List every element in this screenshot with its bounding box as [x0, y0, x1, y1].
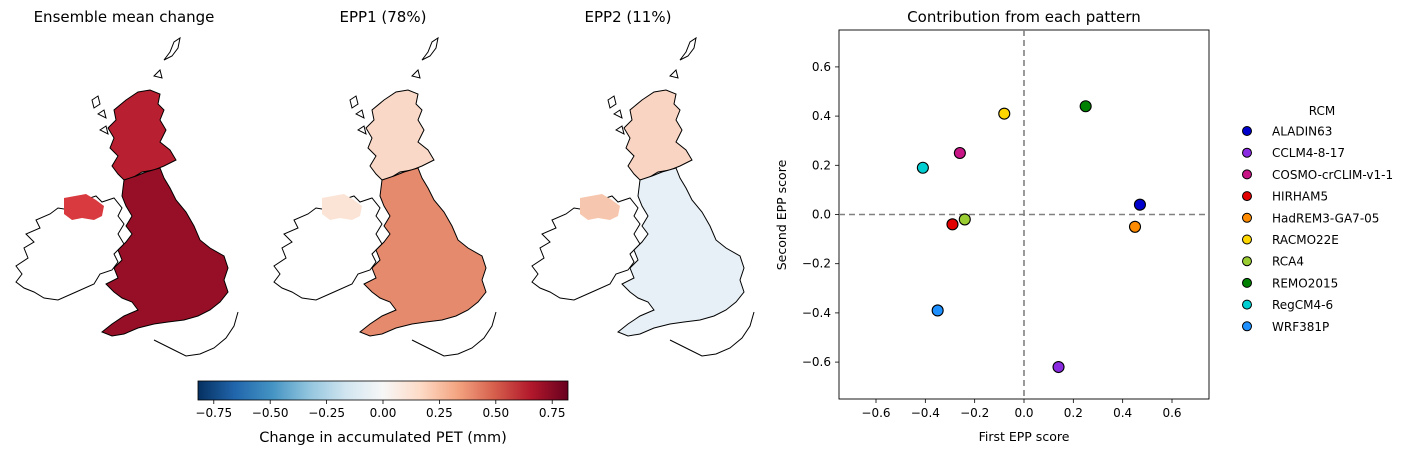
map-ireland [531, 195, 641, 301]
map-england-wales [617, 167, 745, 337]
map-uk [15, 36, 239, 357]
map-france-coast [153, 311, 239, 357]
map-france-coast [669, 311, 755, 357]
map-islands [607, 36, 697, 135]
x-tick-label: 0.4 [1113, 406, 1132, 420]
map-panel-epp2: EPP2 (11%) [531, 8, 755, 357]
map-islands [91, 36, 181, 135]
x-tick-label: −0.4 [911, 406, 940, 420]
colorbar-tick-label: 0.00 [370, 406, 397, 420]
point-cosmo-crclim-v1-1 [953, 146, 966, 160]
legend-label: COSMO-crCLIM-v1-1 [1272, 168, 1393, 182]
map-northern-ireland [322, 194, 362, 220]
legend-label: CCLM4-8-17 [1272, 146, 1345, 160]
legend-marker [1242, 212, 1252, 223]
map-france-coast [411, 311, 497, 357]
colorbar-tick-label: −0.50 [252, 406, 289, 420]
legend-title: RCM [1309, 104, 1335, 118]
legend-label: RegCM4-6 [1272, 298, 1333, 312]
scatter-points [916, 100, 1146, 374]
map-title-epp2: EPP2 (11%) [585, 8, 672, 26]
legend-label: RACMO22E [1272, 233, 1339, 247]
y-tick-label: 0.6 [812, 60, 831, 74]
legend: RCM ALADIN63 CCLM4-8-17 COSMO-crCLIM-v1-1 H… [1242, 104, 1393, 334]
point-remo2015 [1079, 100, 1092, 113]
colorbar-tick-label: 0.25 [426, 406, 453, 420]
legend-marker [1242, 147, 1252, 158]
y-tick-label: −0.2 [802, 257, 831, 271]
colorbar-tick-label: −0.25 [308, 406, 345, 420]
x-tick-label: −0.2 [960, 406, 989, 420]
point-cclm4-8-17 [1052, 360, 1065, 374]
point-racmo22e [998, 107, 1011, 120]
legend-marker [1242, 277, 1252, 288]
colorbar: −0.75 −0.50 −0.25 0.00 0.25 0.50 0.75 Change i… [195, 380, 569, 446]
x-tick-label: 0.2 [1064, 406, 1083, 420]
x-axis-label: First EPP score [979, 429, 1070, 444]
point-wrf381p [931, 304, 944, 317]
scatter-title: Contribution from each pattern [907, 8, 1141, 26]
y-axis-ticks: −0.6 −0.4 −0.2 0.0 0.2 0.4 0.6 [802, 60, 839, 369]
colorbar-tick-label: 0.50 [482, 406, 509, 420]
legend-marker [1242, 234, 1252, 245]
legend-label: WRF381P [1272, 320, 1329, 334]
point-hadrem3-ga7-05 [1128, 220, 1142, 233]
legend-label: HIRHAM5 [1272, 190, 1328, 204]
map-panel-ensemble-mean: Ensemble mean change [15, 8, 239, 357]
map-england-wales [101, 167, 229, 337]
map-scotland [623, 89, 693, 181]
colorbar-label: Change in accumulated PET (mm) [259, 430, 507, 446]
colorbar-gradient [197, 380, 569, 401]
legend-label: ALADIN63 [1272, 125, 1332, 139]
map-ireland [273, 195, 383, 301]
map-title-epp1: EPP1 (78%) [340, 8, 427, 26]
map-uk [531, 36, 755, 357]
y-tick-label: −0.6 [802, 355, 831, 369]
point-aladin63 [1133, 198, 1146, 211]
map-england-wales [359, 167, 487, 337]
legend-marker [1242, 321, 1252, 332]
legend-marker [1242, 126, 1252, 136]
colorbar-tick-label: 0.75 [539, 406, 566, 420]
legend-items: ALADIN63 CCLM4-8-17 COSMO-crCLIM-v1-1 HIRHA… [1242, 125, 1393, 334]
y-tick-label: 0.0 [812, 208, 831, 222]
legend-marker [1242, 299, 1252, 310]
map-ireland [15, 195, 125, 301]
map-northern-ireland [64, 194, 104, 220]
map-uk [273, 36, 497, 357]
map-islands [349, 36, 439, 135]
x-tick-label: 0.6 [1162, 406, 1181, 420]
point-rca4 [958, 213, 971, 226]
legend-label: HadREM3-GA7-05 [1272, 211, 1379, 225]
x-tick-label: −0.6 [861, 406, 890, 420]
map-scotland [107, 89, 177, 181]
map-northern-ireland [580, 194, 620, 220]
legend-marker [1242, 191, 1252, 202]
legend-label: RCA4 [1272, 255, 1304, 269]
map-title-ensemble-mean: Ensemble mean change [34, 8, 215, 26]
point-regcm4-6 [916, 161, 929, 174]
y-axis-label: Second EPP score [774, 159, 789, 270]
map-scotland [365, 89, 435, 181]
colorbar-ticks: −0.75 −0.50 −0.25 0.00 0.25 0.50 0.75 [195, 400, 566, 420]
x-tick-label: 0.0 [1014, 406, 1033, 420]
scatter-panel: Contribution from each pattern −0.6 −0.4−… [774, 8, 1210, 444]
legend-marker [1242, 169, 1252, 180]
point-hirham5 [946, 218, 959, 231]
y-tick-label: −0.4 [802, 306, 831, 320]
x-axis-ticks: −0.6 −0.4 −0.2 0.0 0.2 0.4 0.6 [861, 399, 1182, 420]
y-tick-label: 0.4 [812, 109, 831, 123]
legend-marker [1242, 256, 1252, 267]
colorbar-tick-label: −0.75 [195, 406, 232, 420]
map-panel-epp1: EPP1 (78%) [273, 8, 497, 357]
legend-label: REMO2015 [1272, 276, 1338, 290]
y-tick-label: 0.2 [812, 158, 831, 172]
